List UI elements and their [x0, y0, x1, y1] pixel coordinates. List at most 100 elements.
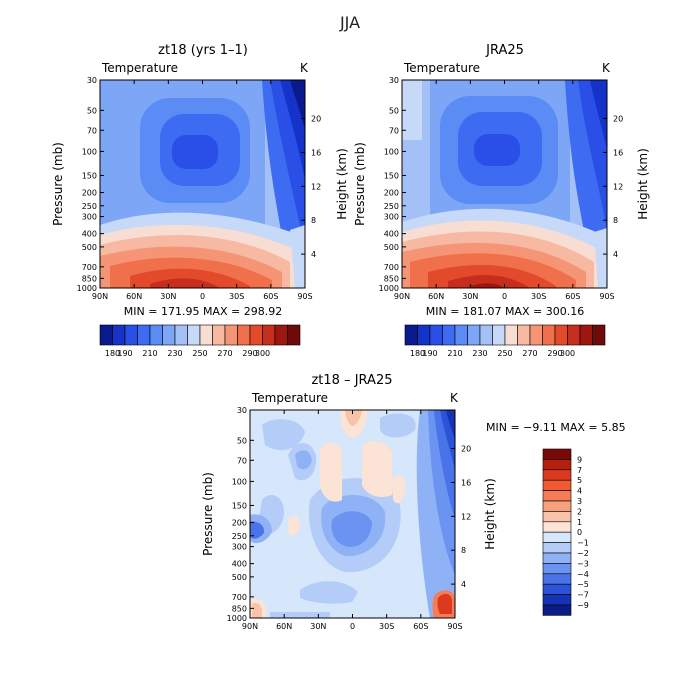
colorbar-swatch [99, 324, 113, 346]
colorbar-swatch [542, 448, 572, 460]
y-tick-label: 50 [87, 106, 97, 115]
panel-diff: zt18 – JRA25 Temperature K [249, 373, 459, 619]
colorbar-swatch [224, 324, 238, 346]
y-tick-label: 150 [384, 171, 399, 180]
y-tick-label: 50 [389, 106, 399, 115]
colorbar-swatch [592, 324, 606, 346]
colorbar-label: 290 [547, 349, 562, 358]
colorbar-label: 230 [472, 349, 487, 358]
y-axis-title-right: Height (km) [483, 478, 497, 549]
y-tick-label: 50 [237, 436, 247, 445]
minmax-label: MIN = 171.95 MAX = 298.92 [124, 305, 282, 318]
y-tick-label: 30 [87, 76, 97, 85]
colorbar-label: −9 [577, 601, 589, 610]
colorbar-swatch [112, 324, 126, 346]
colorbar-swatch [212, 324, 226, 346]
units-label: K [300, 61, 309, 75]
y2-tick-label: 20 [613, 115, 623, 124]
x-tick-label: 60S [565, 292, 580, 301]
contour-field-model [100, 80, 305, 288]
colorbar-swatch [542, 583, 572, 595]
y-tick-label: 500 [384, 243, 399, 252]
colorbar-swatch [479, 324, 493, 346]
y2-tick-label: 4 [613, 250, 618, 259]
y2-tick-label: 12 [311, 182, 321, 191]
colorbar-swatch [262, 324, 276, 346]
colorbar-swatch [542, 542, 572, 554]
colorbar-label: 270 [217, 349, 232, 358]
x-tick-label: 30S [229, 292, 244, 301]
colorbar-swatch [542, 531, 572, 543]
y-tick-label: 400 [232, 560, 247, 569]
units-label: K [450, 391, 459, 405]
colorbar-swatch [542, 324, 556, 346]
y2-tick-label: 20 [311, 115, 321, 124]
y-tick-label: 30 [237, 406, 247, 415]
y2-tick-label: 12 [461, 512, 471, 521]
y-axis-title-right: Height (km) [636, 148, 650, 219]
colorbar-swatch [542, 563, 572, 575]
y-tick-label: 100 [232, 477, 247, 486]
y-tick-label: 200 [232, 519, 247, 528]
y-tick-label: 500 [82, 243, 97, 252]
y-tick-label: 400 [82, 230, 97, 239]
y2-tick-label: 20 [461, 445, 471, 454]
variable-label: Temperature [403, 61, 480, 75]
colorbar-label: 0 [577, 528, 582, 537]
colorbar-label: 270 [522, 349, 537, 358]
y-tick-label: 1000 [227, 614, 247, 623]
colorbar-swatch [274, 324, 288, 346]
colorbar-label: 290 [242, 349, 257, 358]
colorbar-label: −2 [577, 549, 589, 558]
y-tick-label: 300 [232, 543, 247, 552]
colorbar-swatch [567, 324, 581, 346]
panel-model: zt18 (yrs 1–1) Temperature K [99, 43, 309, 289]
panel-obs: JRA25 Temperature K [401, 43, 611, 289]
minmax-label: MIN = 181.07 MAX = 300.16 [426, 305, 584, 318]
x-tick-label: 30N [310, 622, 326, 631]
units-label: K [602, 61, 611, 75]
y-tick-label: 200 [82, 189, 97, 198]
colorbar-label: −7 [577, 591, 589, 600]
colorbar-swatch [442, 324, 456, 346]
y2-tick-label: 16 [461, 478, 471, 487]
y2-tick-label: 8 [461, 546, 466, 555]
colorbar-label: 180 [105, 349, 120, 358]
contour-field-obs [402, 80, 607, 288]
colorbar-swatch [542, 469, 572, 481]
y-tick-label: 100 [384, 147, 399, 156]
colorbar-label: −3 [577, 559, 589, 568]
y-tick-label: 300 [384, 213, 399, 222]
colorbar-swatch [542, 459, 572, 471]
variable-label: Temperature [251, 391, 328, 405]
colorbar-swatch [149, 324, 163, 346]
colorbar-label: 300 [560, 349, 575, 358]
colorbar-swatch [199, 324, 213, 346]
y-tick-label: 30 [389, 76, 399, 85]
y-tick-label: 500 [232, 573, 247, 582]
colorbar-label: 300 [255, 349, 270, 358]
colorbar-label: 190 [422, 349, 437, 358]
y-tick-label: 400 [384, 230, 399, 239]
y2-tick-label: 4 [461, 580, 466, 589]
x-tick-label: 30N [160, 292, 176, 301]
colorbar-swatch [249, 324, 263, 346]
colorbar-swatch [542, 490, 572, 502]
colorbar-swatch [542, 511, 572, 523]
variable-label: Temperature [101, 61, 178, 75]
colorbar-label: 250 [497, 349, 512, 358]
colorbar-swatch [174, 324, 188, 346]
y-tick-label: 1000 [77, 284, 97, 293]
colorbar-swatch [187, 324, 201, 346]
colorbar-label: −5 [577, 580, 589, 589]
colorbar-swatch [417, 324, 431, 346]
x-tick-label: 30N [462, 292, 478, 301]
x-tick-label: 30S [379, 622, 394, 631]
colorbar-swatch [542, 552, 572, 564]
y-tick-label: 250 [82, 202, 97, 211]
y-tick-label: 850 [82, 274, 97, 283]
y2-tick-label: 8 [613, 216, 618, 225]
colorbar-label: 230 [167, 349, 182, 358]
panel-title: JRA25 [485, 43, 524, 58]
